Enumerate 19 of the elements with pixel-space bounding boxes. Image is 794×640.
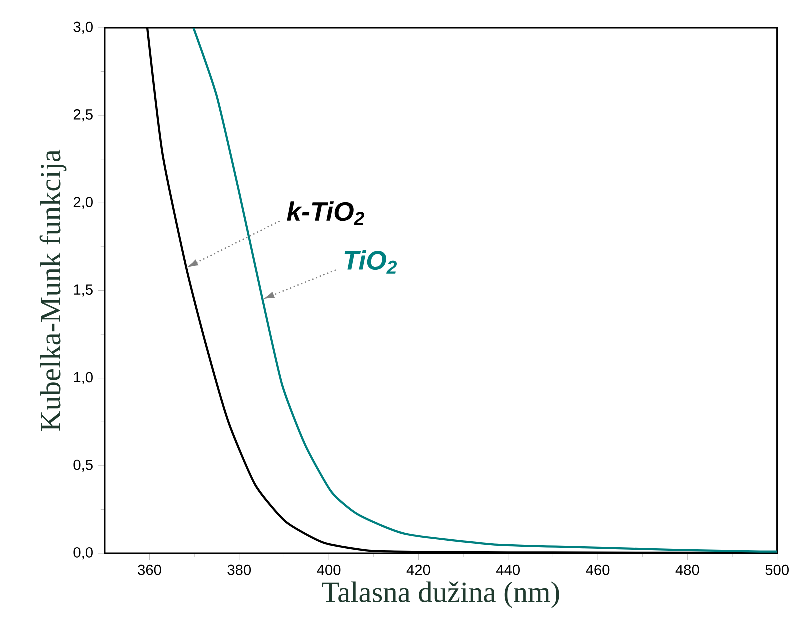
- text: k-TiO$_{2}$: [287, 201, 364, 225]
- y-tick-label: 1,0: [74, 372, 93, 384]
- y-tick-label: 3,0: [74, 22, 93, 34]
- x-tick-label: 380: [228, 564, 252, 576]
- x-tick-label: 460: [586, 564, 610, 576]
- y-axis-title: Kubelka-Munk funkcija: [40, 150, 67, 431]
- x-tick-label: 400: [317, 564, 341, 576]
- text: TiO$_{2}$: [344, 250, 398, 274]
- x-tick-label: 440: [496, 564, 520, 576]
- x-tick-label: 480: [676, 564, 700, 576]
- x-tick-label: 500: [766, 564, 789, 576]
- y-tick-label: 0,0: [74, 547, 93, 560]
- y-tick-label: 2,5: [74, 109, 93, 122]
- y-tick-label: 2,0: [74, 196, 93, 209]
- x-axis-title: Talasna dužina (nm): [322, 582, 560, 608]
- y-tick-label: 1,5: [74, 284, 93, 297]
- x-tick-label: 360: [138, 564, 162, 576]
- y-tick-label: 0,5: [74, 460, 93, 472]
- x-tick-label: 420: [406, 564, 430, 576]
